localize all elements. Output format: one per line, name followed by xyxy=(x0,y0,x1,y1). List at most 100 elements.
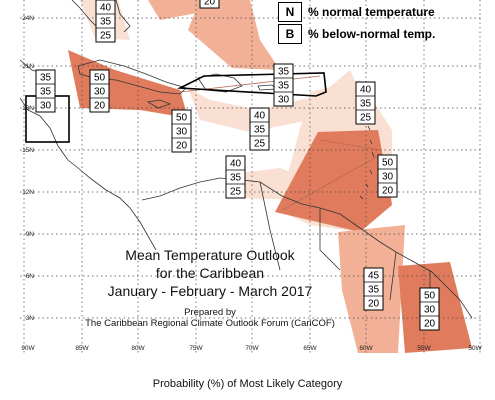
longitude-label: 65W xyxy=(303,345,317,352)
probability-box-frame xyxy=(225,155,246,199)
longitude-label: 75W xyxy=(189,345,203,352)
probability-value: 35 xyxy=(278,67,290,78)
legend-key-b: B xyxy=(278,24,302,44)
probability-value: 35 xyxy=(100,17,112,28)
legend-label-normal: % normal temperature xyxy=(308,5,435,19)
map-caption: Probability (%) of Most Likely Category xyxy=(152,378,343,390)
map-title-block: Mean Temperature Outlook for the Caribbe… xyxy=(80,246,340,329)
probability-value: 30 xyxy=(176,127,188,138)
longitude-label: 70W xyxy=(245,345,259,352)
longitude-label: 50W xyxy=(468,345,482,352)
latitude-label: 15N xyxy=(22,147,34,154)
probability-value: 40 xyxy=(360,85,372,96)
probability-value: 20 xyxy=(368,299,380,310)
probability-value: 25 xyxy=(254,139,266,150)
probability-box-jamaica: 50 30 20 xyxy=(171,109,192,153)
probability-box-north-edge: 20 xyxy=(199,0,220,9)
probability-box-caribbean-sea: 40 35 25 xyxy=(249,107,270,151)
probability-value: 20 xyxy=(424,319,436,330)
probability-value: 50 xyxy=(382,158,394,169)
region-north-edge xyxy=(148,0,208,20)
probability-box-lesser-antilles: 50 30 20 xyxy=(377,154,398,198)
probability-box-frame xyxy=(419,287,440,331)
probability-value: 35 xyxy=(254,125,266,136)
probability-value: 20 xyxy=(382,186,394,197)
probability-value: 25 xyxy=(230,187,242,198)
longitude-label: 55W xyxy=(417,345,431,352)
longitude-labels: 90W 85W 80W 75W 70W 65W 60W 55W 50W xyxy=(21,345,482,352)
latitude-label: 6N xyxy=(26,273,35,280)
probability-box-suriname: 50 30 20 xyxy=(419,287,440,331)
probability-box-cuba: 50 30 20 xyxy=(89,69,110,113)
hispaniola-outline xyxy=(176,72,327,97)
probability-value: 25 xyxy=(100,31,112,42)
probability-box-yucatan: 35 35 30 xyxy=(35,69,56,113)
probability-value: 30 xyxy=(94,87,106,98)
jamaica-coast xyxy=(146,99,172,109)
legend-label-below-normal: % below-normal temp. xyxy=(308,27,436,41)
divider-line xyxy=(319,139,381,151)
map-title-line-3: January - February - March 2017 xyxy=(107,283,313,299)
probability-boxes: 4035252035353050302035353050302040352540… xyxy=(35,0,440,331)
longitude-label: 80W xyxy=(131,345,145,352)
latitude-label: 24N xyxy=(22,15,34,22)
probability-value: 35 xyxy=(230,173,242,184)
probability-value: 20 xyxy=(94,101,106,112)
probability-box-frame xyxy=(89,69,110,113)
latitude-label: 18N xyxy=(22,105,34,112)
latitude-label: 3N xyxy=(26,315,35,322)
interior-borders xyxy=(259,181,431,330)
probability-value: 35 xyxy=(278,81,290,92)
probability-value: 20 xyxy=(204,0,216,8)
probability-value: 50 xyxy=(94,73,106,84)
outlook-map: 4035252035353050302035353050302040352540… xyxy=(20,0,483,353)
legend-key-n: N xyxy=(278,2,302,22)
probability-box-puerto-rico: 40 35 25 xyxy=(355,81,376,125)
probability-value: 45 xyxy=(368,271,380,282)
probability-value: 30 xyxy=(424,305,436,316)
region-east-band xyxy=(188,0,280,70)
longitude-label: 85W xyxy=(75,345,89,352)
probability-box-frame xyxy=(273,63,294,107)
probability-value: 35 xyxy=(360,99,372,110)
probability-value: 50 xyxy=(424,291,436,302)
probability-value: 40 xyxy=(100,3,112,14)
probability-box-frame xyxy=(363,267,384,311)
probability-value: 40 xyxy=(254,111,266,122)
probability-box-bahamas: 40 35 25 xyxy=(95,0,116,43)
latitude-label: 21N xyxy=(22,63,34,70)
probability-box-frame xyxy=(95,0,116,43)
longitude-label: 90W xyxy=(21,345,35,352)
probability-box-frame xyxy=(377,154,398,198)
probability-box-colombia-coast: 40 35 25 xyxy=(225,155,246,199)
probability-value: 25 xyxy=(360,113,372,124)
probability-value: 35 xyxy=(40,87,52,98)
latitude-labels: 24N 21N 18N 15N 12N 9N 6N 3N xyxy=(22,15,34,322)
probability-value: 20 xyxy=(176,141,188,152)
probability-box-hispaniola: 35 35 30 xyxy=(273,63,294,107)
probability-value: 35 xyxy=(368,285,380,296)
probability-box-frame xyxy=(171,109,192,153)
probability-box-frame xyxy=(355,81,376,125)
latitude-label: 12N xyxy=(22,189,34,196)
probability-box-frame xyxy=(35,69,56,113)
probability-value: 40 xyxy=(230,159,242,170)
probability-value: 30 xyxy=(382,172,394,183)
puerto-rico-coast xyxy=(257,84,277,91)
probability-box-guyana: 45 35 20 xyxy=(363,267,384,311)
probability-value: 30 xyxy=(40,101,52,112)
prepared-by-organization: The Caribbean Regional Climate Outlook F… xyxy=(85,318,335,329)
latitude-label: 9N xyxy=(26,231,35,238)
probability-value: 30 xyxy=(278,95,290,106)
map-title-line-1: Mean Temperature Outlook xyxy=(125,247,295,263)
probability-box-frame xyxy=(249,107,270,151)
probability-value: 50 xyxy=(176,113,188,124)
map-title-line-2: for the Caribbean xyxy=(155,265,265,281)
probability-value: 35 xyxy=(40,73,52,84)
central-america-coast xyxy=(20,97,157,251)
longitude-label: 60W xyxy=(359,345,373,352)
divider-line xyxy=(281,154,381,211)
prepared-by-label: Prepared by xyxy=(184,307,236,318)
map-panel: 40 35 25 20 35 35 30 50 30 20 35 35 30 50 30 20 40 35 25 40… xyxy=(20,0,483,353)
probability-box-frame xyxy=(199,0,220,9)
